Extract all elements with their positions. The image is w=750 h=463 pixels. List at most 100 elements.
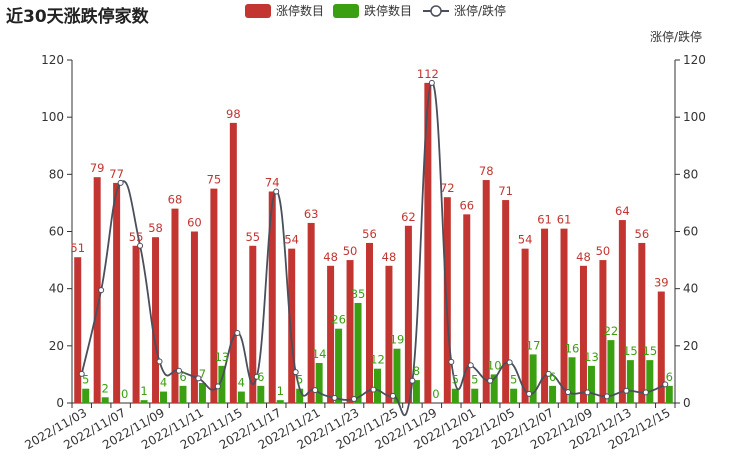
up-bar-label: 56 bbox=[362, 227, 377, 241]
down-bar-label: 1 bbox=[277, 384, 284, 398]
down-bar bbox=[529, 354, 537, 403]
up-bar-label: 62 bbox=[401, 210, 416, 224]
x-axis: 2022/11/032022/11/072022/11/092022/11/11… bbox=[22, 402, 676, 452]
down-bar-label: 12 bbox=[370, 353, 385, 367]
up-bar-label: 56 bbox=[635, 227, 650, 241]
up-bar bbox=[307, 222, 315, 403]
ratio-point bbox=[117, 179, 124, 186]
down-bar-label: 19 bbox=[390, 333, 405, 347]
up-bar bbox=[288, 248, 296, 403]
up-bar-label: 61 bbox=[537, 213, 552, 227]
up-bar bbox=[404, 225, 412, 403]
ratio-point bbox=[389, 392, 396, 399]
legend-item-2[interactable]: 跌停数目 bbox=[333, 3, 412, 18]
up-bar bbox=[152, 237, 160, 403]
up-bar-label: 60 bbox=[187, 216, 202, 230]
ratio-line-series bbox=[78, 79, 669, 416]
up-bar bbox=[618, 220, 626, 403]
up-bar-label: 50 bbox=[596, 244, 611, 258]
up-bar bbox=[560, 228, 568, 403]
up-bar bbox=[385, 265, 393, 403]
ratio-point bbox=[545, 370, 552, 377]
down-bar bbox=[160, 391, 168, 403]
down-bar bbox=[198, 382, 206, 403]
up-bar bbox=[229, 122, 237, 403]
down-bar-label: 15 bbox=[623, 344, 638, 358]
ratio-point bbox=[370, 386, 377, 393]
down-bar-label: 0 bbox=[121, 387, 128, 401]
down-bar bbox=[490, 374, 498, 403]
down-bar-label: 0 bbox=[432, 387, 439, 401]
down-bar-label: 5 bbox=[471, 373, 478, 387]
down-bar-label: 35 bbox=[351, 287, 366, 301]
legend-item-3[interactable]: 涨停/跌停 bbox=[423, 3, 506, 18]
up-bar-label: 54 bbox=[518, 233, 533, 247]
ratio-point bbox=[195, 375, 202, 382]
up-bar bbox=[521, 248, 529, 403]
up-bar bbox=[346, 260, 354, 403]
up-bar bbox=[74, 257, 82, 403]
up-bar bbox=[210, 188, 218, 403]
down-bar-label: 4 bbox=[238, 376, 245, 390]
legend-swatch bbox=[245, 4, 271, 18]
down-bar-label: 14 bbox=[312, 347, 327, 361]
right-tick-label: 20 bbox=[683, 339, 698, 353]
up-bar bbox=[327, 265, 335, 403]
up-bar-label: 78 bbox=[479, 164, 494, 178]
ratio-point bbox=[234, 329, 241, 336]
up-bar-label: 79 bbox=[90, 161, 105, 175]
down-bar-label: 13 bbox=[215, 350, 230, 364]
ratio-point bbox=[584, 389, 591, 396]
down-bar bbox=[101, 397, 109, 403]
right-tick-label: 40 bbox=[683, 282, 698, 296]
down-bar bbox=[82, 388, 90, 403]
ratio-point bbox=[292, 369, 299, 376]
down-bar-label: 13 bbox=[584, 350, 599, 364]
legend-marker bbox=[430, 5, 442, 17]
legend-swatch bbox=[333, 4, 359, 18]
down-bar bbox=[296, 388, 304, 403]
ratio-point bbox=[312, 387, 319, 394]
data-labels: 5157927705515846866077513984556741545631… bbox=[70, 67, 673, 401]
legend-label: 跌停数目 bbox=[364, 3, 412, 18]
ratio-point bbox=[662, 381, 669, 388]
up-bar-label: 112 bbox=[417, 67, 439, 81]
up-bar bbox=[171, 208, 179, 403]
down-bar-label: 2 bbox=[102, 381, 109, 395]
right-tick-label: 0 bbox=[683, 396, 691, 410]
down-bar bbox=[179, 385, 187, 403]
ratio-point bbox=[487, 377, 494, 384]
ratio-point bbox=[273, 188, 280, 195]
right-tick-label: 100 bbox=[683, 110, 706, 124]
down-bar-label: 22 bbox=[604, 324, 619, 338]
ratio-point bbox=[156, 358, 163, 365]
down-bar-label: 1 bbox=[140, 384, 147, 398]
legend-label: 涨停数目 bbox=[276, 3, 324, 18]
up-bar-label: 68 bbox=[168, 193, 183, 207]
right-axis-name: 涨停/跌停 bbox=[650, 29, 702, 44]
ratio-point bbox=[506, 359, 513, 366]
down-bar bbox=[335, 328, 343, 403]
down-bar-label: 10 bbox=[487, 358, 502, 372]
chart-title: 近30天涨跌停家数 bbox=[6, 7, 149, 27]
ratio-point bbox=[565, 389, 572, 396]
down-bar bbox=[568, 357, 576, 403]
up-bar bbox=[502, 200, 510, 403]
up-bar-label: 55 bbox=[245, 230, 260, 244]
up-bar bbox=[366, 242, 373, 403]
up-bar bbox=[657, 291, 665, 403]
down-bar-label: 5 bbox=[296, 373, 303, 387]
up-bar-label: 48 bbox=[576, 250, 591, 264]
legend[interactable]: 涨停数目 跌停数目 涨停/跌停 bbox=[245, 3, 506, 18]
down-bar-label: 16 bbox=[565, 341, 580, 355]
up-bar-label: 74 bbox=[265, 175, 280, 189]
up-bar bbox=[424, 82, 432, 403]
legend-item-1[interactable]: 涨停数目 bbox=[245, 3, 324, 18]
up-bar-label: 64 bbox=[615, 204, 630, 218]
right-tick-label: 60 bbox=[683, 225, 698, 239]
up-bar bbox=[190, 231, 198, 403]
down-bar-label: 5 bbox=[82, 373, 89, 387]
down-bar bbox=[510, 388, 518, 403]
up-bar-label: 66 bbox=[459, 198, 474, 212]
legend-label: 涨停/跌停 bbox=[454, 3, 506, 18]
